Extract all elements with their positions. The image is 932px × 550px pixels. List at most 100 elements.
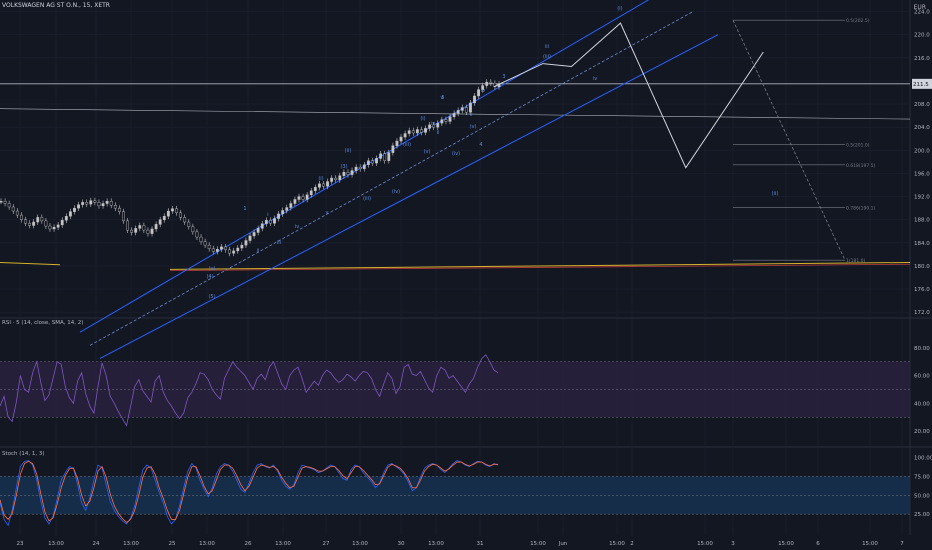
stoch-band bbox=[0, 476, 910, 515]
wave-label[interactable]: (iv) bbox=[452, 151, 460, 157]
candle-body bbox=[297, 196, 301, 200]
candle-body bbox=[150, 228, 154, 234]
wave-label[interactable]: iv bbox=[431, 121, 435, 127]
candle-body bbox=[379, 153, 383, 159]
candle-body bbox=[11, 206, 15, 212]
time-tick-label: 13:00 bbox=[199, 541, 215, 547]
wave-label[interactable]: (i) bbox=[420, 116, 425, 122]
wave-label[interactable]: (i) bbox=[617, 6, 622, 12]
wave-label[interactable]: iv bbox=[593, 76, 597, 82]
candle-body bbox=[371, 160, 374, 164]
candle-body bbox=[350, 170, 354, 175]
forecast-path[interactable] bbox=[493, 22, 764, 169]
wave-label[interactable]: (iii) bbox=[543, 54, 551, 60]
channel-lower[interactable] bbox=[99, 34, 719, 359]
candle-body bbox=[0, 201, 3, 203]
wave-label[interactable]: (v) bbox=[209, 266, 216, 272]
candle-body bbox=[191, 226, 195, 233]
candle-body bbox=[130, 229, 134, 233]
fib-level-label: 0.5(201.0) bbox=[846, 143, 870, 149]
candle-body bbox=[81, 202, 85, 205]
stoch-panel[interactable] bbox=[0, 460, 910, 527]
candle-body bbox=[220, 246, 223, 250]
wave-label[interactable]: (v) bbox=[424, 149, 431, 155]
wave-label[interactable]: i bbox=[267, 212, 268, 218]
wave-label[interactable]: 4 bbox=[479, 142, 482, 148]
rsi-line[interactable] bbox=[0, 354, 499, 427]
wave-label[interactable]: iii bbox=[545, 44, 549, 50]
wave-label[interactable]: (i) bbox=[318, 176, 323, 182]
axes: 224.0220.0216.0212.0208.0204.0200.0196.0… bbox=[17, 10, 932, 547]
wave-label[interactable]: 1 bbox=[243, 206, 246, 212]
stoch-d-line[interactable] bbox=[0, 460, 498, 523]
candle-body bbox=[68, 211, 72, 217]
candle-body bbox=[236, 247, 240, 252]
price-tick-label: 200.0 bbox=[914, 148, 930, 154]
candle-body bbox=[40, 217, 44, 222]
wave-label[interactable]: (iv) bbox=[392, 189, 400, 195]
candle-body bbox=[326, 181, 329, 187]
candle-body bbox=[109, 201, 113, 206]
candle-body bbox=[24, 219, 27, 224]
wave-label[interactable]: ii bbox=[257, 248, 260, 254]
time-tick-label: 15:00 bbox=[697, 541, 713, 547]
wave-label[interactable]: v bbox=[326, 210, 329, 216]
wave-label[interactable]: (v) bbox=[470, 124, 477, 130]
candle-body bbox=[395, 140, 399, 146]
candle-body bbox=[428, 124, 432, 129]
wave-label[interactable]: v bbox=[470, 112, 473, 118]
candle-body bbox=[473, 95, 476, 104]
rsi-panel[interactable] bbox=[0, 354, 910, 427]
candle-body bbox=[248, 235, 252, 241]
candle-body bbox=[269, 220, 272, 224]
stoch-k-line[interactable] bbox=[0, 460, 499, 527]
wave-label[interactable]: (ii) bbox=[772, 191, 779, 197]
candle-body bbox=[387, 152, 391, 161]
time-tick-label: 13:00 bbox=[123, 541, 139, 547]
wave-label[interactable]: iv bbox=[481, 88, 485, 94]
candle-body bbox=[171, 208, 174, 212]
wave-label[interactable]: v bbox=[441, 95, 444, 101]
price-tick-label: 224.0 bbox=[914, 10, 930, 16]
time-tick-label: 15:00 bbox=[778, 541, 794, 547]
wave-label[interactable]: 5 bbox=[441, 95, 444, 101]
candle-body bbox=[162, 216, 166, 220]
price-panel[interactable]: 0.5(202.5) 0.5(201.0) 0.618(197.5) 0.786(19… bbox=[0, 0, 911, 359]
fib-level-label: 0.5(202.5) bbox=[846, 18, 870, 24]
current-price-label: 211.5 bbox=[913, 82, 929, 88]
wave-label[interactable]: (4) bbox=[206, 274, 213, 280]
grid-lines bbox=[0, 0, 932, 535]
rsi-band bbox=[0, 361, 910, 418]
time-tick-label: 31 bbox=[477, 541, 484, 547]
candle-body bbox=[281, 210, 285, 215]
candle-body bbox=[64, 216, 68, 221]
candle-body bbox=[485, 81, 489, 86]
wave-label[interactable]: iv bbox=[295, 224, 299, 230]
wave-label[interactable]: (iii) bbox=[363, 196, 371, 202]
time-tick-label: 7 bbox=[900, 541, 904, 547]
time-tick-label: Jun bbox=[558, 541, 568, 547]
stoch-label[interactable]: Stoch (14, 1, 3) bbox=[2, 451, 45, 457]
fib-diagonal[interactable] bbox=[732, 20, 846, 261]
stoch-tick-label: 50.00 bbox=[914, 493, 930, 499]
wave-label[interactable]: (5) bbox=[208, 294, 215, 300]
candle-body bbox=[273, 218, 276, 224]
wave-label[interactable]: iii bbox=[277, 240, 281, 246]
wave-label[interactable]: (ii) bbox=[345, 148, 352, 154]
wave-label[interactable]: ii bbox=[437, 130, 440, 136]
candle-body bbox=[407, 130, 411, 134]
candle-body bbox=[415, 129, 419, 134]
wave-label[interactable]: 3 bbox=[502, 74, 505, 80]
wave-label[interactable]: (3) bbox=[340, 164, 347, 170]
wave-label[interactable]: (iii) bbox=[403, 142, 411, 148]
candle-body bbox=[305, 194, 309, 200]
channel-upper[interactable] bbox=[79, 0, 668, 333]
candle-body bbox=[440, 119, 444, 124]
candle-body bbox=[228, 249, 231, 254]
fib-level-label: 1(181.0) bbox=[846, 258, 866, 264]
symbol-title[interactable]: VOLKSWAGEN AG ST O.N., 15, XETR bbox=[2, 2, 110, 9]
time-tick-label: 30 bbox=[398, 541, 405, 547]
candle-body bbox=[444, 119, 448, 122]
rsi-label[interactable]: RSI · 5 (14, close, SMA, 14, 2) bbox=[2, 320, 84, 326]
